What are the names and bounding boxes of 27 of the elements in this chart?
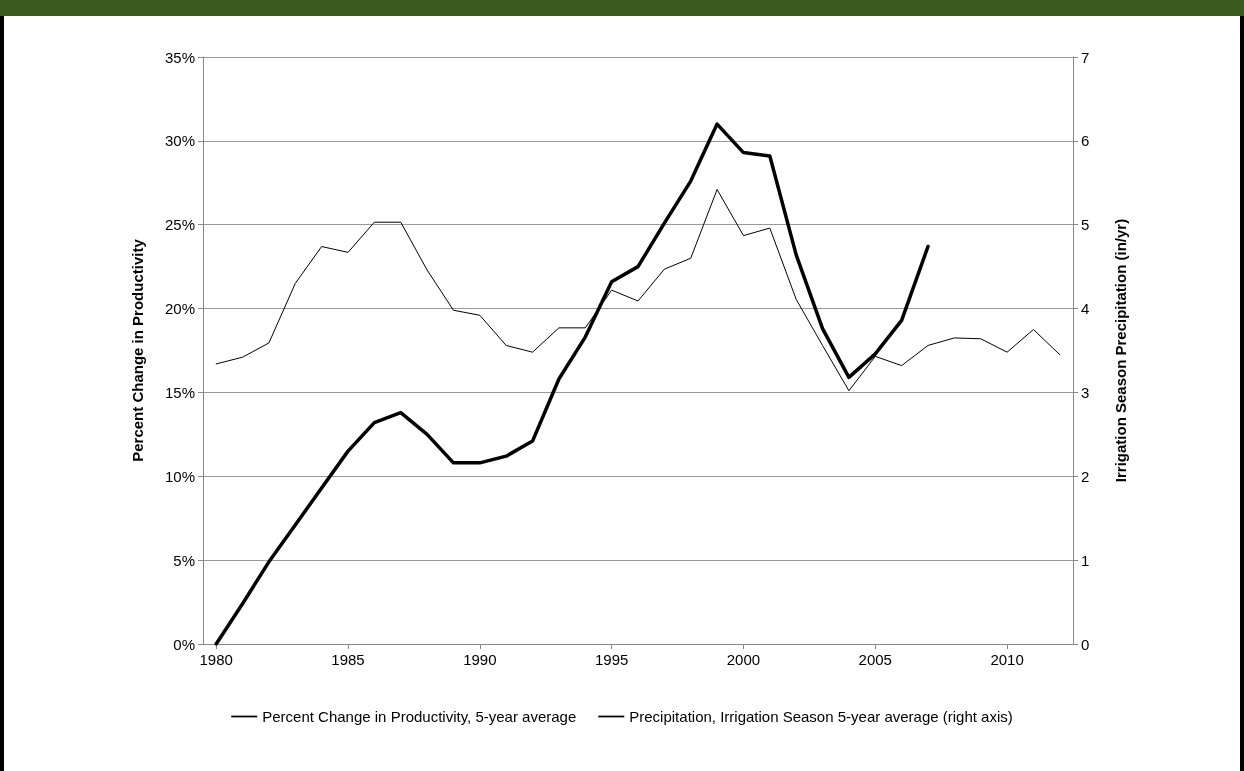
y-tick-label: 15% xyxy=(164,383,195,401)
y-tick-label: 25% xyxy=(164,216,195,234)
y-tick-label: 20% xyxy=(164,300,195,318)
y-tick-label: 35% xyxy=(164,48,195,66)
y-tick-label: 5% xyxy=(173,551,195,569)
y2-tick-label: 1 xyxy=(1081,551,1090,569)
x-tick-label: 1995 xyxy=(594,651,629,668)
y2-tick-label: 2 xyxy=(1081,467,1090,485)
y2-tick-label: 5 xyxy=(1081,216,1090,234)
y2-tick-label: 0 xyxy=(1081,635,1090,653)
y-tick-label: 10% xyxy=(164,467,195,485)
y2-tick-label: 7 xyxy=(1081,48,1090,66)
y-tick-label: 30% xyxy=(164,132,195,150)
y-tick-label: 0% xyxy=(173,635,195,653)
x-tick-label: 2005 xyxy=(858,651,892,668)
x-tick-label: 2000 xyxy=(726,651,761,668)
y2-tick-label: 3 xyxy=(1081,383,1090,401)
x-tick-label: 1980 xyxy=(199,651,233,668)
y2-tick-label: 4 xyxy=(1081,300,1090,318)
y2-tick-label: 6 xyxy=(1081,132,1090,150)
legend-label: Percent Change in Productivity, 5-year average xyxy=(262,708,577,725)
x-tick-label: 2010 xyxy=(990,651,1024,668)
x-tick-label: 1990 xyxy=(463,651,497,668)
x-tick-label: 1985 xyxy=(331,651,365,668)
y-axis-title: Percent Change in Productivity xyxy=(129,238,146,462)
y2-axis-title: Irrigation Season Precipitation (in/yr) xyxy=(1112,218,1129,483)
legend-label: Precipitation, Irrigation Season 5-year average (right axis) xyxy=(629,708,1013,725)
